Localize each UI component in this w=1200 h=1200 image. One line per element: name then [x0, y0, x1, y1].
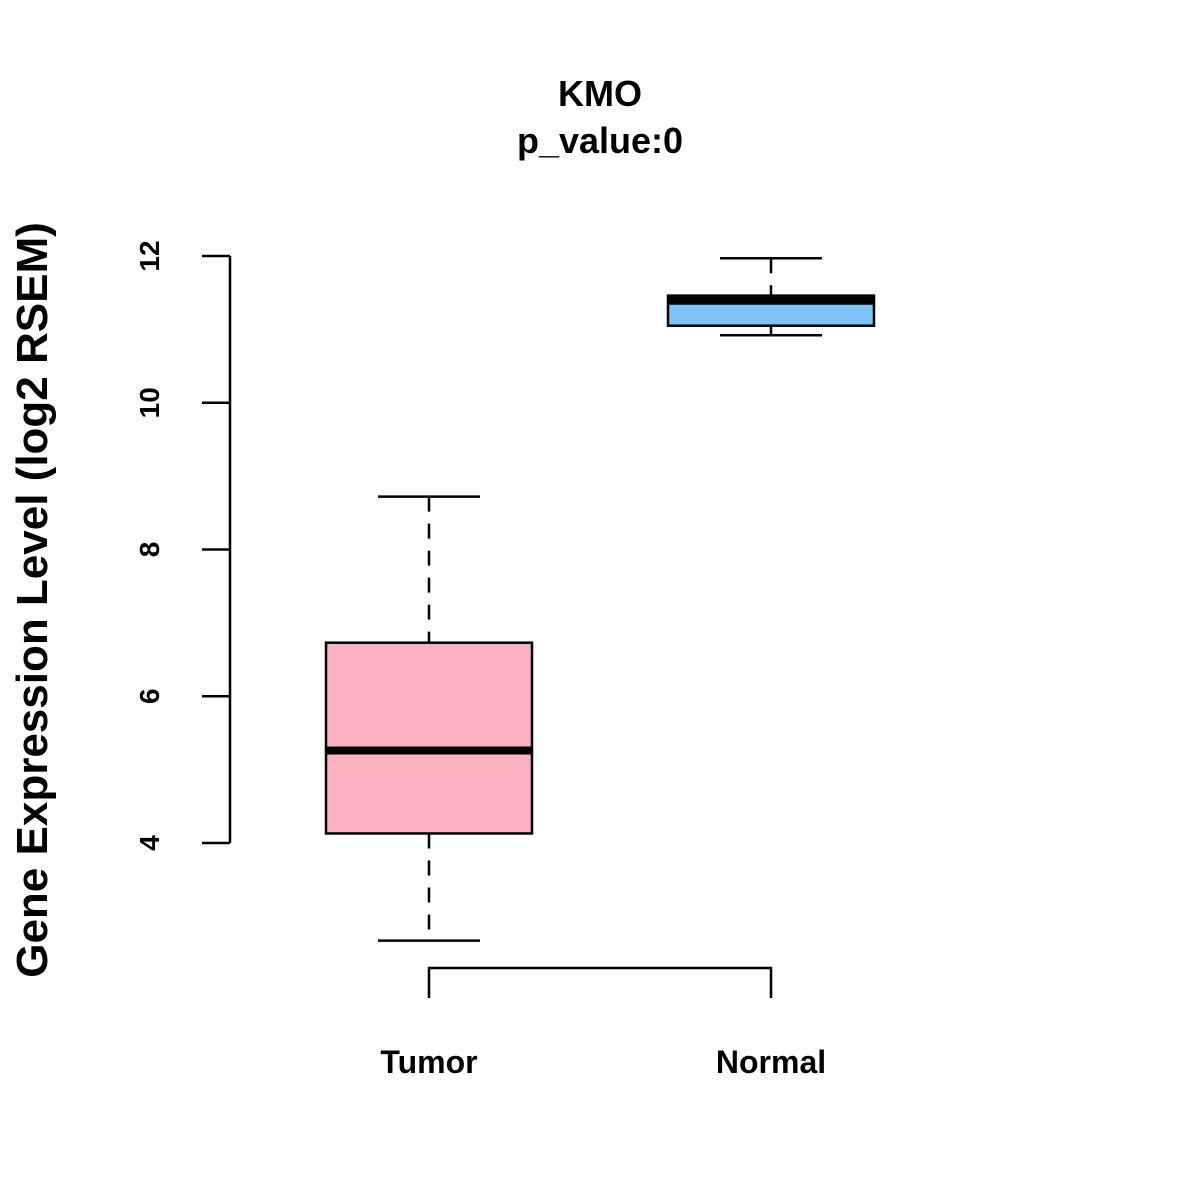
chart-subtitle: p_value:0: [517, 120, 683, 161]
chart-title: KMO: [558, 73, 642, 114]
y-tick-label: 8: [134, 542, 165, 558]
x-category-label: Normal: [716, 1044, 826, 1080]
x-axis-labels: Tumor Normal: [380, 1044, 826, 1080]
box-tumor: [324, 495, 534, 942]
y-tick-label: 6: [134, 688, 165, 704]
y-tick-label: 12: [134, 240, 165, 271]
comparison-bracket: [427, 966, 773, 998]
y-axis-label: Gene Expression Level (log2 RSEM): [8, 222, 57, 978]
y-tick-label: 4: [134, 835, 165, 851]
y-axis: 4 6 8 10 12: [134, 240, 232, 851]
y-tick-label: 10: [134, 387, 165, 418]
interquartile-box: [324, 641, 534, 835]
x-category-label: Tumor: [380, 1044, 477, 1080]
box-normal: [666, 256, 876, 337]
bracket-line: [427, 966, 773, 998]
box-series: [324, 256, 876, 942]
